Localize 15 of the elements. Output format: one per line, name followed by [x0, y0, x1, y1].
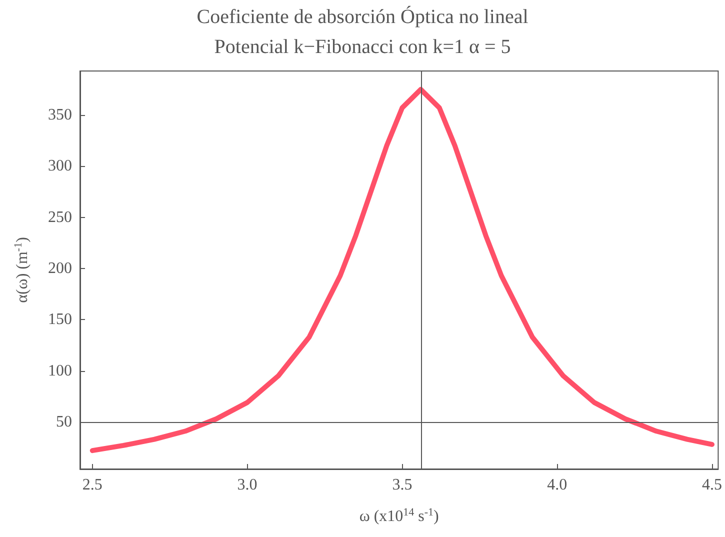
x-tick-label: 2.5 [82, 476, 102, 494]
y-tick-label: 150 [48, 311, 72, 328]
y-axis-title: α(ω) (m-1) [12, 237, 31, 303]
y-tick-label: 350 [48, 106, 72, 124]
chart-subtitle: Potencial k−Fibonacci con k=1 α = 5 [214, 36, 511, 58]
x-tick-label: 3.0 [237, 476, 258, 494]
x-tick-label: 4.0 [547, 476, 568, 494]
y-tick-label: 200 [48, 260, 72, 277]
y-tick-label: 50 [56, 413, 72, 430]
x-tick-label: 4.5 [702, 476, 722, 494]
x-tick-label: 3.5 [392, 476, 412, 494]
chart-title: Coeficiente de absorción Óptica no lineal [196, 5, 529, 28]
y-tick-label: 250 [48, 208, 72, 226]
y-tick-label: 300 [48, 158, 72, 175]
y-tick-label: 100 [48, 362, 72, 380]
